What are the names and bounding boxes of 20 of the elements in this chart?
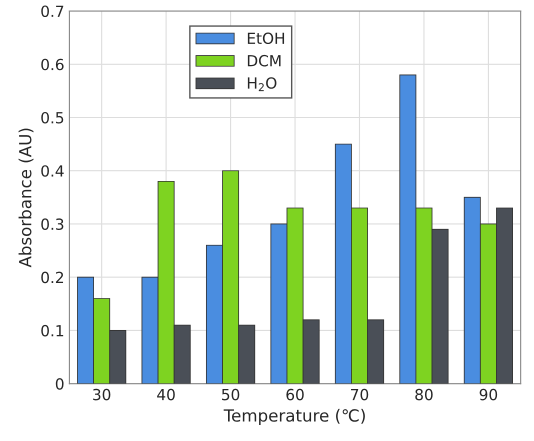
legend-label: EtOH — [248, 32, 284, 44]
y-tick-label: 0.3 — [41, 218, 64, 230]
y-tick-label: 0.7 — [41, 5, 64, 18]
x-axis-title: Temperature (℃) — [224, 408, 365, 426]
y-axis-title: Absorbance (AU) — [18, 128, 34, 268]
x-tick-label: 80 — [415, 388, 433, 400]
legend-label: H$_{2}$O — [248, 77, 276, 92]
y-tick-label: 0.5 — [41, 112, 64, 124]
x-tick-label: 50 — [222, 388, 240, 400]
y-tick-label: 0.6 — [41, 58, 64, 70]
x-tick-label: 40 — [157, 388, 175, 400]
y-tick-label: 0 — [56, 378, 64, 390]
y-tick-label: 0.1 — [41, 324, 64, 336]
x-tick-label: 30 — [93, 388, 110, 400]
x-tick-label: 90 — [480, 388, 498, 400]
legend-label: DCM — [248, 54, 281, 66]
y-tick-label: 0.2 — [41, 272, 64, 284]
x-tick-label: 60 — [286, 388, 304, 400]
y-tick-label: 0.4 — [41, 165, 64, 177]
x-tick-label: 70 — [351, 388, 368, 400]
